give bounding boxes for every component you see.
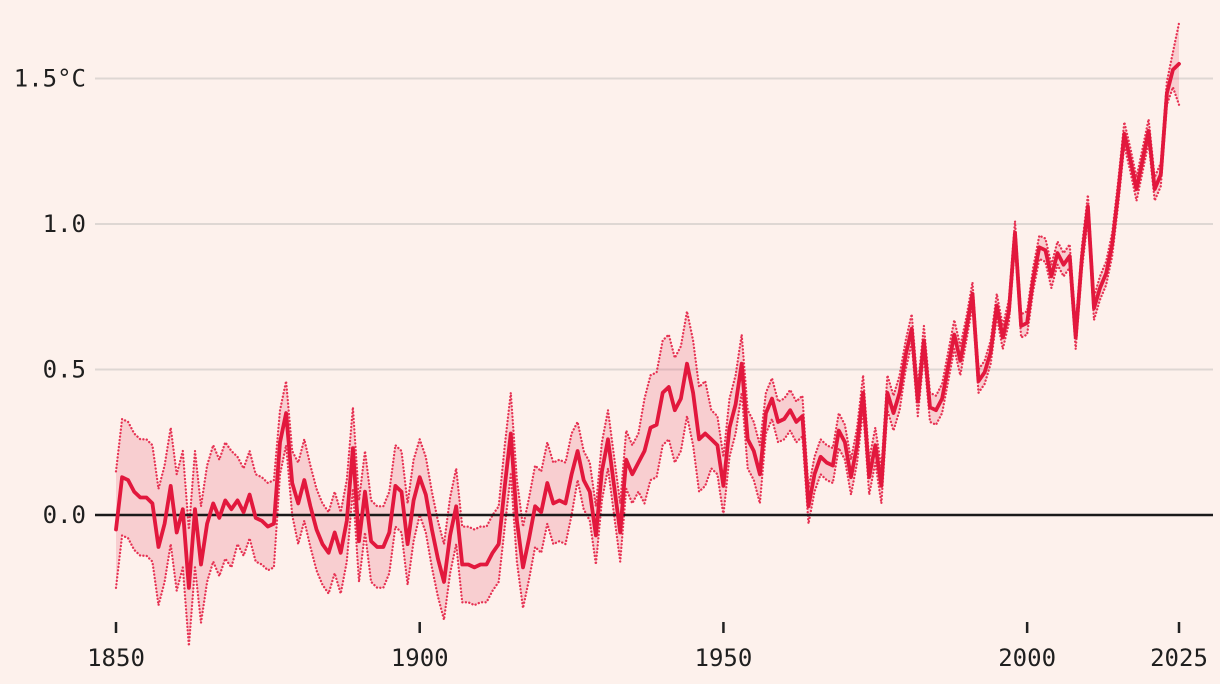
x-axis-tick-label: 2000 xyxy=(998,644,1056,672)
uncertainty-band-upper-edge xyxy=(114,22,1181,546)
uncertainty-band-lower-edge xyxy=(114,86,1181,648)
y-axis-tick-label: 0.5 xyxy=(43,356,86,384)
x-axis-tick-label: 1850 xyxy=(87,644,145,672)
y-axis-tick-label: 1.5°C xyxy=(14,65,86,93)
y-axis-tick-label: 0.0 xyxy=(43,501,86,529)
x-axis-tick-label: 1900 xyxy=(391,644,449,672)
temperature-line xyxy=(114,62,1181,590)
y-axis-tick-label: 1.0 xyxy=(43,210,86,238)
x-axis-tick-label: 2025 xyxy=(1150,644,1208,672)
x-axis-tick-label: 1950 xyxy=(695,644,753,672)
